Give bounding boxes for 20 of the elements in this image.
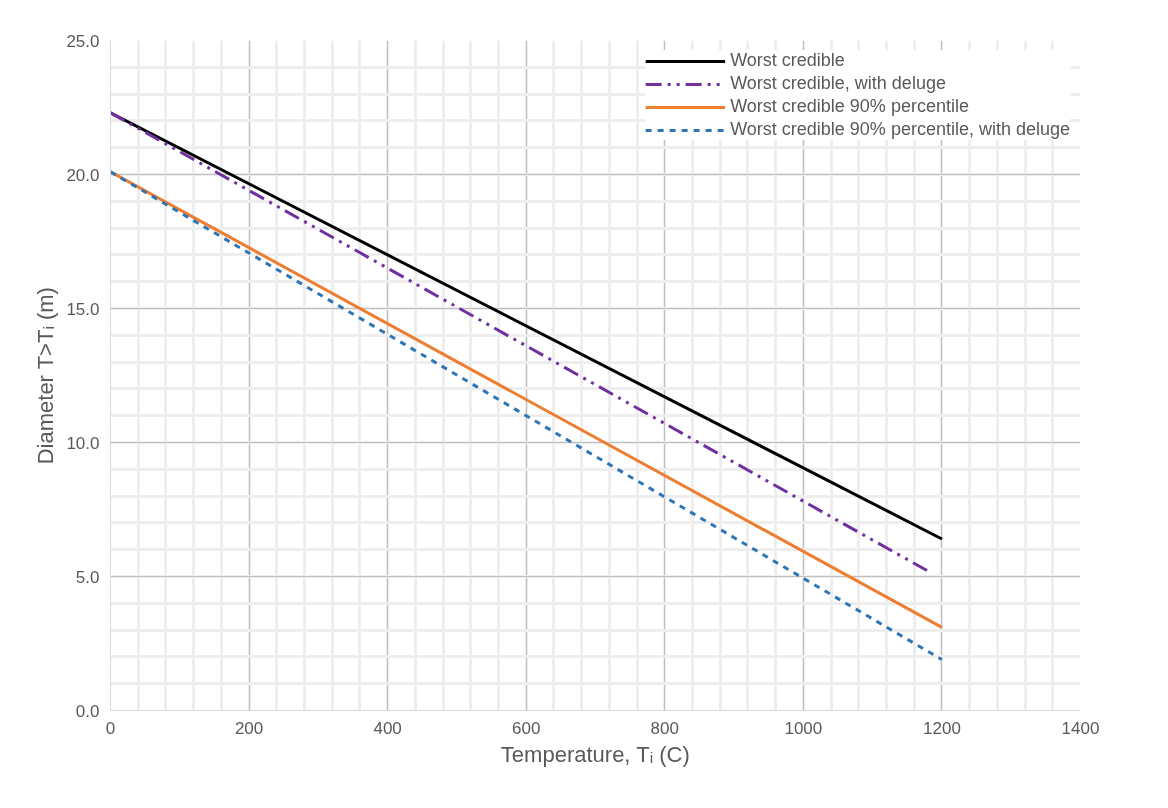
legend-label: Worst credible, with deluge — [730, 73, 946, 94]
y-tick-label: 20.0 — [66, 165, 100, 185]
x-tick-label: 400 — [373, 718, 402, 738]
x-tick-label: 0 — [105, 718, 116, 738]
x-tick-label: 800 — [650, 718, 679, 738]
x-tick-label: 1000 — [784, 718, 823, 738]
x-axis-title: Temperature, Tᵢ (C) — [500, 741, 690, 767]
y-tick-label: 5.0 — [75, 567, 100, 587]
x-tick-label: 200 — [234, 718, 264, 738]
y-tick-label: 25.0 — [66, 31, 100, 51]
y-tick-label: 15.0 — [66, 299, 100, 319]
legend-label: Worst credible 90% percentile, with deluge — [730, 119, 1070, 140]
legend-label: Worst credible 90% percentile — [730, 96, 969, 117]
x-tick-label: 1400 — [1061, 718, 1100, 738]
x-tick-label: 1200 — [923, 718, 961, 738]
x-tick-label: 600 — [512, 718, 541, 738]
y-tick-label: 10.0 — [66, 433, 100, 453]
y-axis-title: Diameter T>Tᵢ (m) — [33, 287, 59, 465]
legend-label: Worst credible — [730, 50, 845, 71]
y-tick-label: 0.0 — [75, 701, 100, 721]
